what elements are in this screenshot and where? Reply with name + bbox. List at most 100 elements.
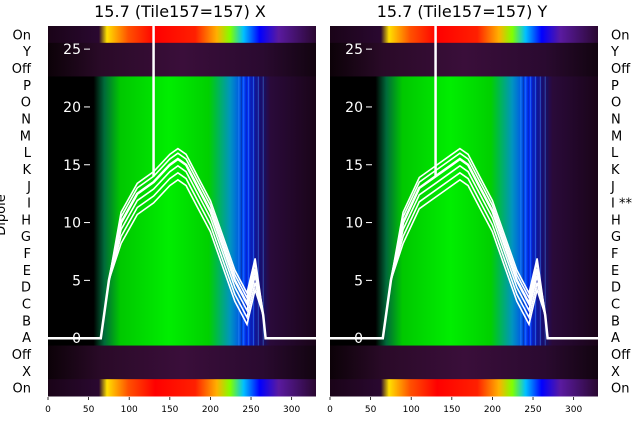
x-tick-label: 300: [283, 405, 300, 415]
line-group-right: [330, 26, 598, 340]
y-tick-label: 10: [345, 216, 363, 232]
row-label: I **: [611, 197, 632, 212]
row-label: J: [26, 180, 31, 195]
heatmap-row-13: [48, 227, 316, 246]
heatmap-row-17: [330, 295, 598, 313]
y-tick-label: 25: [345, 42, 363, 58]
heatmap-row-2: [330, 42, 598, 61]
series-line-4: [48, 171, 316, 340]
x-tick-label: 50: [83, 405, 95, 415]
heatmap-row-6: [330, 110, 598, 128]
series-line-4: [330, 171, 598, 340]
row-label: L: [611, 146, 619, 161]
y-axis-label: Dipole: [0, 194, 9, 235]
heatmap-row-21: [48, 362, 316, 380]
row-label: C: [611, 298, 620, 313]
heatmap-right: [330, 26, 598, 397]
heatmap-row-19: [330, 328, 598, 347]
y-tick-label: 15: [63, 158, 81, 174]
row-label: F: [611, 247, 618, 262]
x-ticks-left: 0 50 100 150 200 250 300: [45, 397, 300, 415]
x-tick-label: 250: [242, 405, 259, 415]
row-label: P: [23, 79, 31, 94]
row-label: On: [13, 382, 31, 397]
row-label: B: [611, 314, 620, 329]
y-tick-label: 20: [345, 100, 363, 116]
row-label: N: [611, 113, 621, 128]
x-tick-label: 0: [327, 405, 333, 415]
heatmap-left: [48, 26, 316, 397]
y-tick-label: 25: [63, 42, 81, 58]
y-tick-label: 0: [354, 331, 363, 347]
row-label: E: [611, 264, 619, 279]
y-ticks-left: 0 5 10 15 20 25: [63, 42, 90, 347]
x-tick-label: 300: [565, 405, 582, 415]
y-tick-label: 15: [345, 158, 363, 174]
row-label: G: [611, 230, 621, 245]
heatmap-row-10: [330, 177, 598, 195]
heatmap-row-6: [48, 110, 316, 128]
row-label: C: [22, 298, 31, 313]
series-line-5: [48, 147, 316, 340]
row-label: D: [21, 281, 31, 296]
heatmap-row-18: [330, 311, 598, 330]
heatmap-row-7: [48, 126, 316, 145]
line-group-left: [48, 26, 316, 340]
chart-title-right: 15.7 (Tile157=157) Y: [377, 2, 548, 21]
row-label: On: [611, 28, 629, 43]
heatmap-row-1: [48, 26, 316, 44]
heatmap-row-19: [48, 328, 316, 347]
chart-title-left: 15.7 (Tile157=157) X: [94, 2, 266, 21]
x-tick-label: 150: [161, 405, 178, 415]
heatmap-row-5: [48, 93, 316, 111]
x-tick-label: 100: [403, 405, 420, 415]
row-label: F: [24, 247, 31, 262]
y-tick-label: 10: [63, 216, 81, 232]
heatmap-row-13: [330, 227, 598, 246]
row-label: Y: [610, 45, 619, 60]
row-label: On: [611, 382, 629, 397]
row-label: H: [611, 213, 621, 228]
row-label: N: [21, 113, 31, 128]
x-tick-label: 150: [443, 405, 460, 415]
panel-left: 15.7 (Tile157=157) X 0 5 10 15 20 25 0 50 100 15…: [12, 2, 316, 415]
row-label: P: [611, 79, 619, 94]
y-tick-label: 0: [72, 331, 81, 347]
row-label: M: [611, 129, 622, 144]
heatmap-row-14: [48, 244, 316, 262]
x-tick-label: 250: [524, 405, 541, 415]
y-tick-label: 5: [72, 273, 81, 289]
heatmap-row-5: [330, 93, 598, 111]
heatmap-row-4: [48, 76, 316, 94]
heatmap-row-3: [48, 59, 316, 77]
row-label: B: [22, 314, 31, 329]
heatmap-row-22: [330, 379, 598, 397]
row-label: H: [21, 213, 31, 228]
heatmap-row-20: [48, 345, 316, 363]
heatmap-row-12: [330, 211, 598, 229]
row-label: A: [22, 331, 31, 346]
heatmap-row-14: [330, 244, 598, 262]
heatmap-row-10: [48, 177, 316, 195]
y-ticks-right: 0 5 10 15 20 25: [345, 42, 372, 347]
row-label: G: [21, 230, 31, 245]
row-label: Off: [12, 348, 32, 363]
heatmap-row-15: [330, 261, 598, 279]
heatmap-row-12: [48, 211, 316, 229]
row-label: K: [611, 163, 620, 178]
series-line-6: [48, 178, 316, 340]
heatmap-row-18: [48, 311, 316, 330]
heatmap-row-20: [330, 345, 598, 363]
series-line-2: [330, 164, 598, 340]
row-label: Y: [22, 45, 31, 60]
row-label: I: [27, 197, 31, 212]
x-tick-label: 100: [121, 405, 138, 415]
heatmap-row-1: [330, 26, 598, 44]
series-line-2: [48, 164, 316, 340]
row-label: E: [23, 264, 31, 279]
row-label: O: [21, 96, 31, 111]
row-label: On: [13, 28, 31, 43]
